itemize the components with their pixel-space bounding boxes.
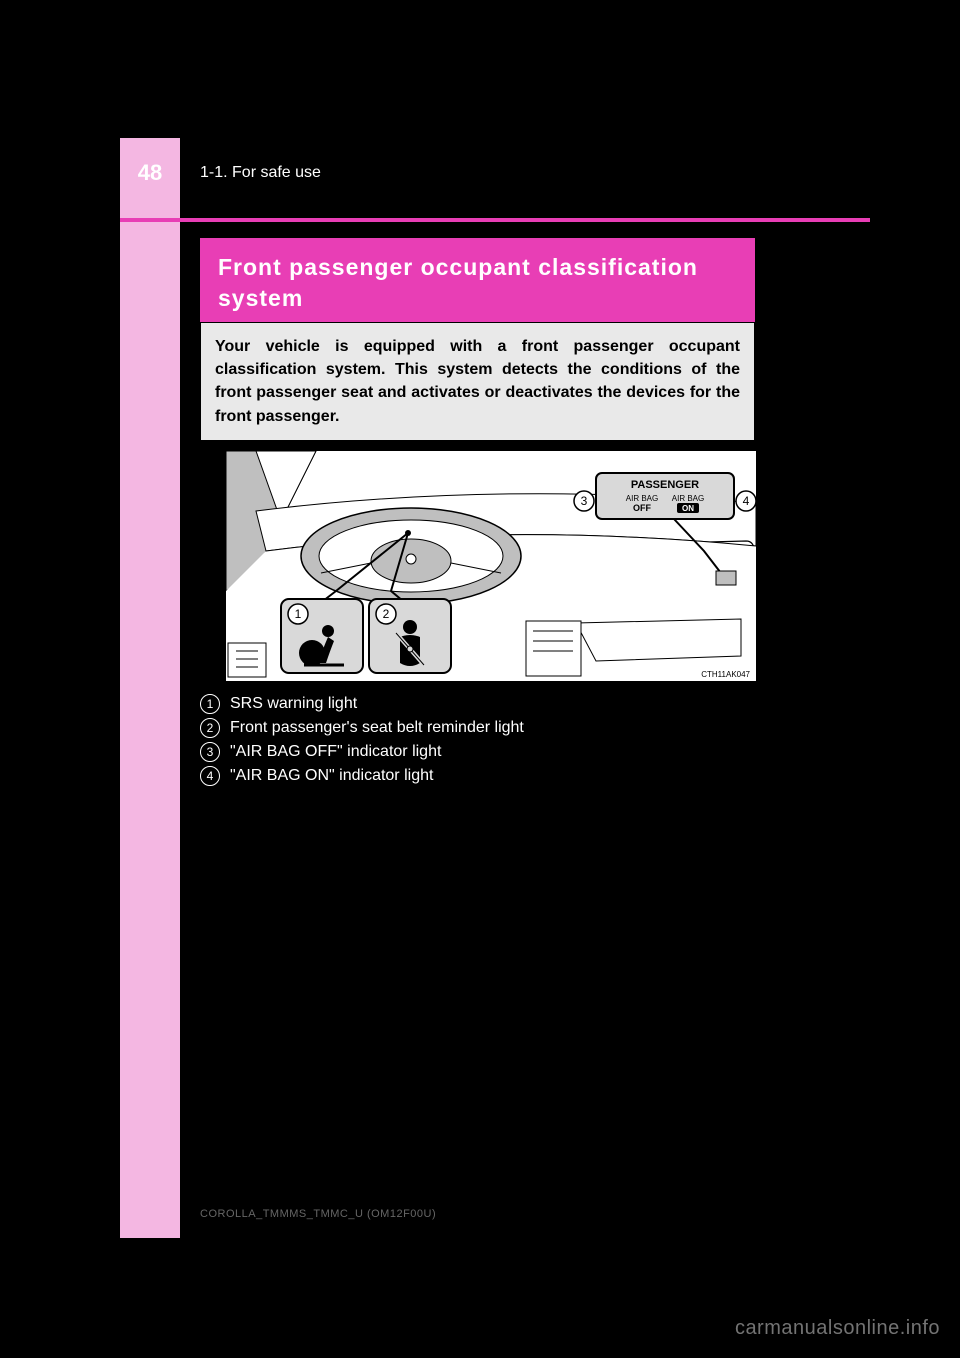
callout-1: 1: [295, 607, 302, 621]
intro-box: Your vehicle is equipped with a front pa…: [200, 322, 755, 441]
section-title-box: Front passenger occupant classification …: [200, 238, 755, 328]
list-text-2: Front passenger's seat belt reminder lig…: [230, 719, 524, 737]
list-item: 3 "AIR BAG OFF" indicator light: [200, 742, 755, 762]
callout-4: 4: [743, 494, 750, 508]
watermark: carmanualsonline.info: [735, 1317, 940, 1340]
dashboard-diagram: PASSENGER AIR BAG OFF AIR BAG ON 3 4: [225, 450, 755, 680]
list-num-4: 4: [200, 766, 220, 786]
header-divider: [120, 218, 870, 222]
section-path: 1-1. For safe use: [200, 164, 321, 182]
airbag-on-top: AIR BAG: [672, 494, 704, 503]
list-text-4: "AIR BAG ON" indicator light: [230, 767, 433, 785]
callout-2: 2: [383, 607, 390, 621]
page-number: 48: [120, 160, 180, 186]
intro-text: Your vehicle is equipped with a front pa…: [215, 335, 740, 428]
callout-3: 3: [581, 494, 588, 508]
airbag-on-bottom: ON: [682, 504, 694, 513]
indicator-list: 1 SRS warning light 2 Front passenger's …: [200, 694, 755, 790]
airbag-off-bottom: OFF: [633, 503, 651, 513]
list-item: 4 "AIR BAG ON" indicator light: [200, 766, 755, 786]
page-header: 48 1-1. For safe use: [120, 138, 870, 208]
footer-doc-id: COROLLA_TMMMS_TMMC_U (OM12F00U): [200, 1208, 436, 1220]
list-item: 2 Front passenger's seat belt reminder l…: [200, 718, 755, 738]
page-container: 48 1-1. For safe use Front passenger occ…: [0, 0, 960, 1358]
dashboard-svg: PASSENGER AIR BAG OFF AIR BAG ON 3 4: [226, 451, 756, 681]
list-text-3: "AIR BAG OFF" indicator light: [230, 743, 441, 761]
section-title: Front passenger occupant classification …: [218, 252, 737, 314]
list-num-2: 2: [200, 718, 220, 738]
list-num-3: 3: [200, 742, 220, 762]
list-item: 1 SRS warning light: [200, 694, 755, 714]
list-num-1: 1: [200, 694, 220, 714]
diagram-code: CTH11AK047: [701, 670, 750, 679]
list-text-1: SRS warning light: [230, 695, 357, 713]
pink-sidebar: [120, 138, 180, 1238]
airbag-off-top: AIR BAG: [626, 494, 658, 503]
passenger-title: PASSENGER: [631, 479, 699, 491]
